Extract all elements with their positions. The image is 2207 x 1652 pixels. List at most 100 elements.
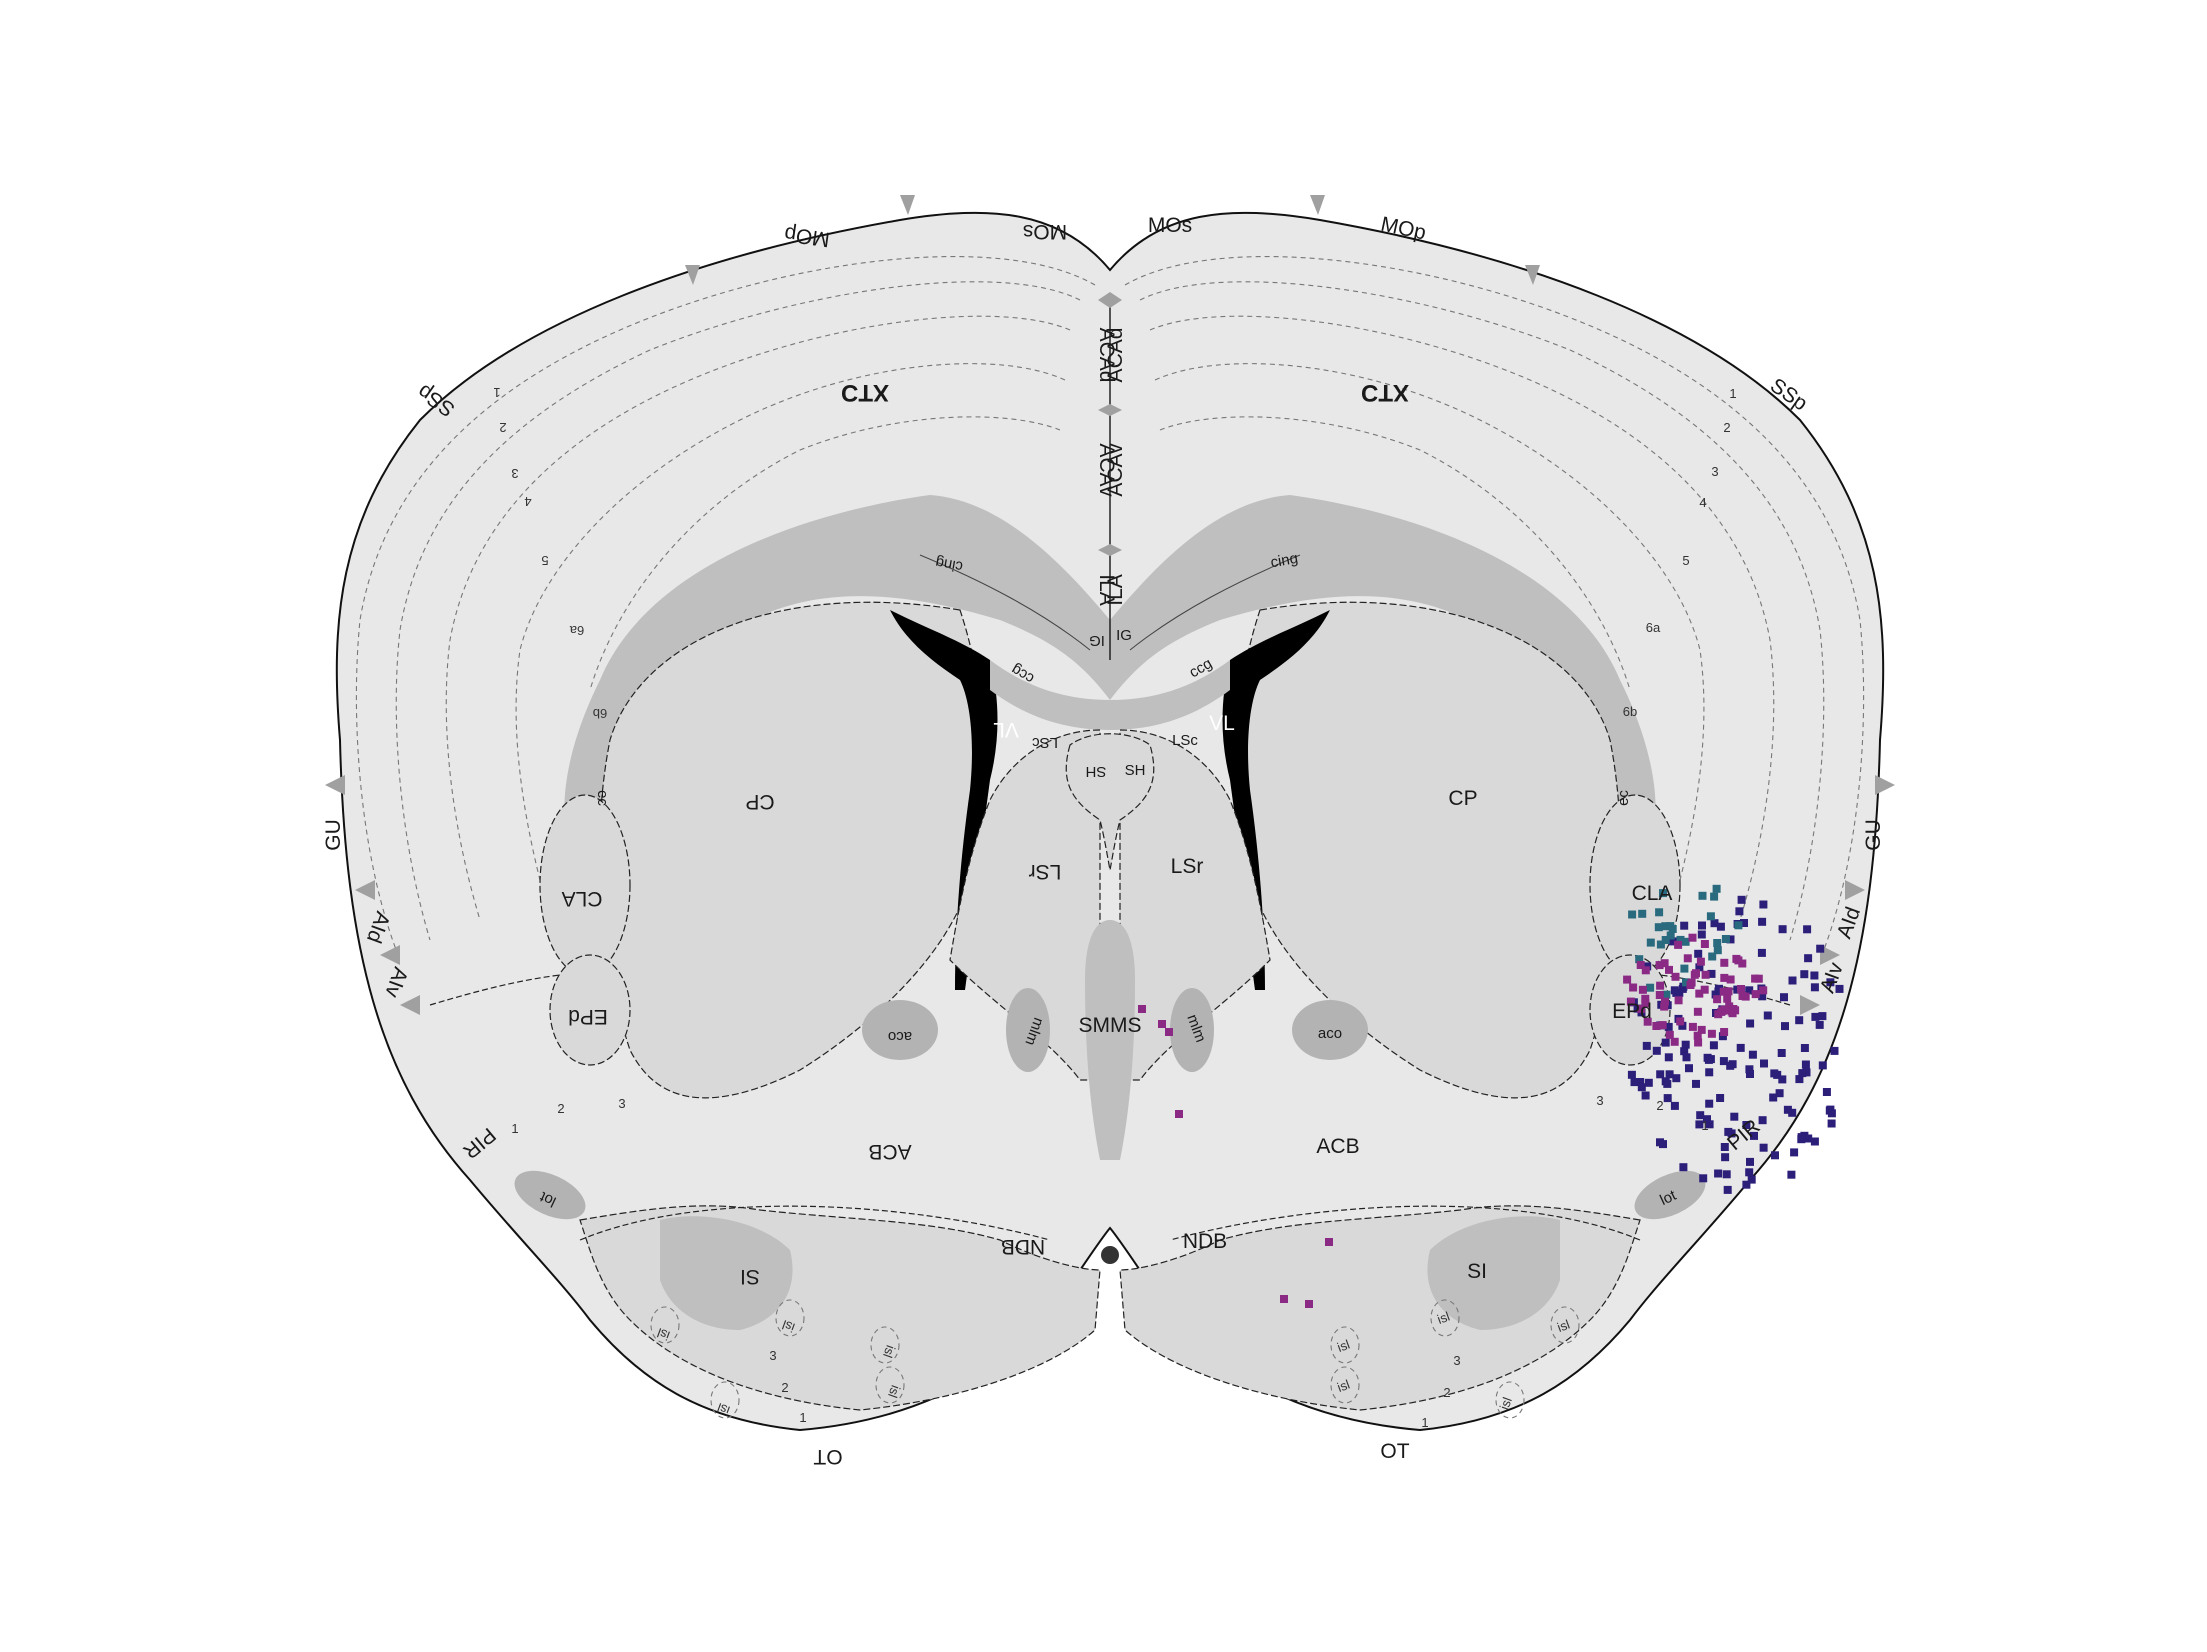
aco-right [1292,1000,1368,1060]
cing-line-right [1129,554,1301,651]
cell-marker-navy [1780,993,1788,1002]
label-lsr-left: LSr [1029,860,1062,883]
layer-line-left-3 [445,315,1071,921]
cell-marker-navy [1699,1174,1708,1183]
cell-marker-navy [1810,971,1819,980]
layer-num-left-2: 2 [499,420,506,435]
cell-marker-navy [1661,1038,1670,1047]
isl-oval-8 [1330,1366,1360,1404]
label-isl-8: isl [1335,1377,1352,1395]
cell-marker-navy [1680,1047,1689,1056]
cell-marker-navy [1716,1094,1725,1102]
si-right [1427,1216,1560,1330]
cell-marker-navy [1724,1127,1733,1136]
layer-line-right-5 [1159,416,1631,691]
cell-marker-navy [1795,1016,1804,1025]
cell-marker-teal [1662,990,1671,999]
cell-marker-magenta [1687,978,1696,987]
corpus-callosum-left [564,495,1110,840]
label-isl-5: isl [715,1400,732,1418]
cell-marker-teal [1635,955,1644,964]
isl-oval-10 [1495,1381,1525,1419]
cell-marker-navy [1790,1148,1799,1157]
cell-marker-navy [1757,948,1766,957]
cell-marker-navy [1705,1068,1714,1077]
cell-marker-navy [1771,1151,1779,1160]
pir-layer-num-right-2: 2 [1656,1098,1663,1113]
label-lsc-right: LSc [1172,732,1198,749]
ot-layer-num-right-1: 1 [1421,1415,1428,1430]
cell-marker-navy [1664,1022,1673,1031]
label-isl-4: isl [885,1383,903,1400]
label-isl-1: isl [655,1325,672,1343]
cell-marker-navy [1778,1075,1787,1084]
cell-marker-navy [1801,1060,1810,1069]
cell-marker-teal [1655,908,1664,917]
layer-num-right-6b: 6b [1623,704,1637,719]
cell-marker-magenta [1726,975,1735,984]
cell-marker-navy [1695,1120,1704,1129]
label-si-right: SI [1467,1260,1487,1283]
cell-marker-magenta [1696,957,1705,966]
marker-mos-mop-right [1310,195,1325,215]
cell-marker-teal [1712,884,1721,893]
cell-marker-navy [1747,1175,1756,1184]
cell-marker-teal [1680,964,1689,973]
label-mos-left: MOs [1023,220,1067,243]
label-isl-6: isl [1335,1337,1352,1355]
cell-marker-navy [1759,900,1768,909]
label-ot-left: OT [813,1445,842,1468]
layer-num-left-5: 5 [541,553,548,568]
cell-marker-navy [1719,1057,1728,1066]
cell-marker-magenta [1158,1020,1166,1028]
cell-marker-navy [1678,984,1687,993]
si-left [660,1216,793,1330]
label-ec-right: ec [1615,790,1632,806]
isl-oval-3 [870,1326,900,1364]
cell-marker-navy [1679,1163,1688,1172]
caudoputamen-right [1235,601,1621,1099]
cell-marker-navy [1759,1143,1768,1152]
cell-marker-navy [1763,1011,1772,1020]
label-cp-left: CP [745,790,774,813]
cell-marker-teal [1710,892,1719,901]
cell-marker-magenta [1655,991,1664,999]
cell-marker-navy [1740,919,1748,927]
label-ig-left: IG [1089,632,1105,649]
cell-marker-navy [1627,1070,1636,1079]
cell-marker-teal [1734,921,1743,930]
isl-oval-5 [710,1381,740,1419]
cell-marker-magenta [1737,985,1745,993]
label-lot-left: lot [537,1188,559,1210]
cell-marker-navy [1750,1131,1758,1140]
cell-marker-navy [1704,1055,1713,1064]
label-smms: SMMS [1079,1014,1142,1037]
cell-marker-magenta [1688,1022,1697,1031]
layer-num-right-4: 4 [1699,495,1706,510]
cell-marker-navy [1641,1091,1650,1100]
corpus-callosum-right [1110,495,1656,840]
cell-marker-navy [1800,970,1809,979]
cell-marker-magenta [1720,958,1729,967]
cell-marker-navy [1810,983,1819,992]
isl-oval-6 [1330,1326,1360,1364]
cell-marker-magenta [1694,1038,1703,1047]
pir-layer-num-left-2: 2 [557,1101,564,1116]
cell-marker-navy [1830,1046,1839,1055]
cell-marker-magenta [1670,1037,1679,1046]
cell-marker-navy [1722,1170,1731,1179]
cell-marker-teal [1698,891,1707,900]
aco-left [862,1000,938,1060]
cell-marker-navy [1716,922,1725,931]
layer-line-left-5 [589,416,1061,691]
label-ctx-left: CTX [841,379,889,406]
cell-marker-navy [1769,1093,1778,1102]
cell-marker-teal [1661,936,1670,944]
cell-marker-navy [1714,1169,1723,1178]
cell-marker-navy [1663,1079,1672,1088]
cell-marker-magenta [1643,1017,1652,1026]
cell-marker-navy [1664,1053,1673,1062]
layer-line-right-3 [1149,315,1775,921]
cell-marker-navy [1637,1083,1646,1092]
